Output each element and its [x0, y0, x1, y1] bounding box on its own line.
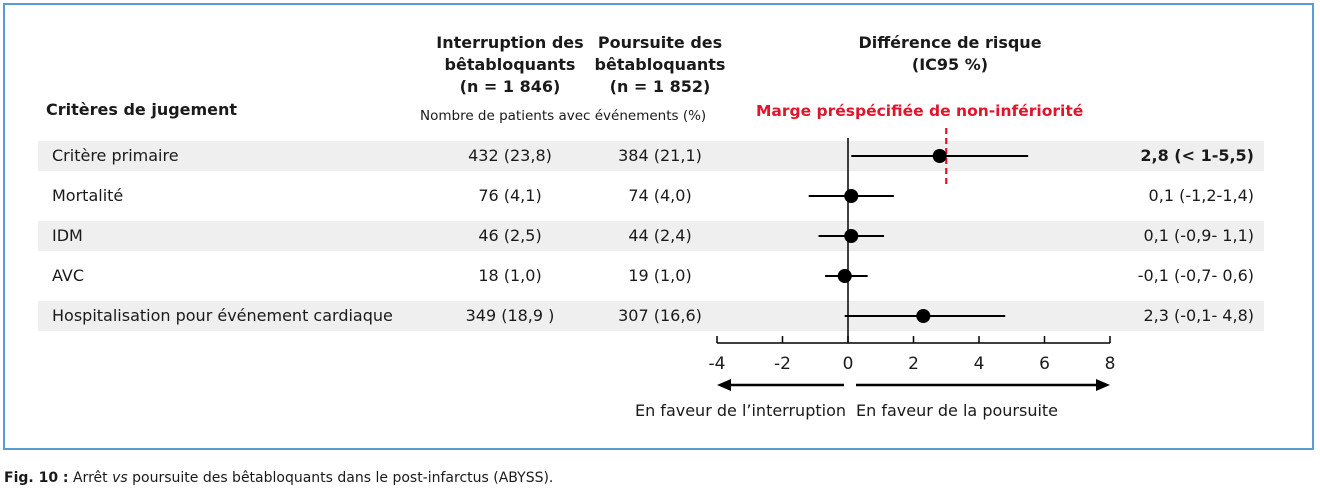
x-tick-label-1: -2: [774, 354, 791, 374]
row-label-1: Mortalité: [52, 186, 124, 205]
row-label-2: IDM: [52, 226, 83, 245]
arrow-left-label: En faveur de l’interruption: [635, 401, 846, 420]
row-col2-4: 307 (16,6): [618, 306, 702, 325]
row-ci-4: 2,3 (-0,1- 4,8): [1143, 306, 1254, 325]
point-estimate-2: [844, 229, 859, 243]
row-ci-0: 2,8 (< 1-5,5): [1140, 146, 1254, 165]
row-ci-3: -0,1 (-0,7- 0,6): [1137, 266, 1254, 285]
point-estimate-1: [844, 189, 859, 203]
margin-label: Marge préspécifiée de non-infériorité: [756, 102, 1084, 120]
row-col2-3: 19 (1,0): [628, 266, 692, 285]
row-col1-4: 349 (18,9 ): [465, 306, 555, 325]
events-note: Nombre de patients avec événements (%): [420, 108, 707, 124]
row-col1-2: 46 (2,5): [478, 226, 542, 245]
row-band-2: [38, 221, 1264, 251]
row-col2-1: 74 (4,0): [628, 186, 692, 205]
figure-caption: Fig. 10 : Arrêt vs poursuite des bêtablo…: [4, 470, 553, 486]
caption-label: Fig. 10 :: [4, 470, 69, 486]
figure-frame: [3, 3, 1314, 450]
caption-text-after: poursuite des bêtabloquants dans le post…: [127, 470, 554, 486]
row-col2-0: 384 (21,1): [618, 146, 702, 165]
x-tick-label-3: 2: [908, 354, 919, 374]
point-estimate-0: [932, 149, 947, 163]
caption-italic: vs: [112, 470, 128, 486]
row-ci-1: 0,1 (-1,2-1,4): [1148, 186, 1254, 205]
x-tick-label-5: 6: [1039, 354, 1050, 374]
col1-header: Interruption des bêtabloquants (n = 1 84…: [436, 33, 584, 96]
row-band-0: [38, 141, 1264, 171]
row-band-4: [38, 301, 1264, 331]
forest-plot: -4 -2 0 2 4 6 8 En faveur de l’interruption En f…: [635, 128, 1116, 420]
row-label-0: Critère primaire: [52, 146, 179, 165]
point-estimate-3: [837, 269, 852, 283]
row-col1-1: 76 (4,1): [478, 186, 542, 205]
x-tick-label-2: 0: [843, 354, 854, 374]
col2-header: Poursuite des bêtabloquants (n = 1 852): [594, 33, 726, 96]
criteria-header: Critères de jugement: [46, 100, 238, 119]
row-ci-2: 0,1 (-0,9- 1,1): [1143, 226, 1254, 245]
row-col1-0: 432 (23,8): [468, 146, 552, 165]
x-tick-label-0: -4: [709, 354, 726, 374]
arrow-right-label: En faveur de la poursuite: [856, 401, 1058, 420]
caption-text-before: Arrêt: [68, 470, 113, 486]
x-tick-label-4: 4: [974, 354, 985, 374]
risk-title: Différence de risque (IC95 %): [858, 33, 1042, 74]
x-tick-label-6: 8: [1105, 354, 1116, 374]
row-label-3: AVC: [52, 266, 85, 285]
point-estimate-4: [916, 309, 931, 323]
row-label-4: Hospitalisation pour événement cardiaque: [52, 306, 393, 325]
row-col2-2: 44 (2,4): [628, 226, 692, 245]
arrow-right-head: [1096, 379, 1110, 391]
arrow-left-head: [717, 379, 731, 391]
row-col1-3: 18 (1,0): [478, 266, 542, 285]
